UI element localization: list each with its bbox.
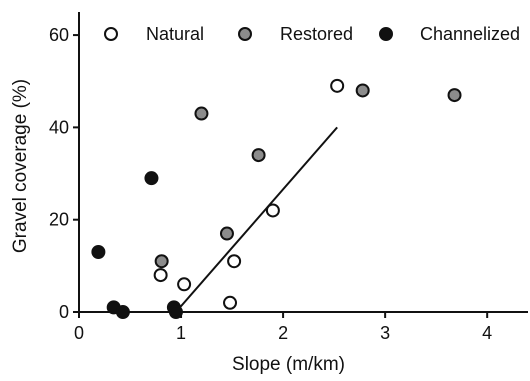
y-tick-label-60: 60 — [49, 25, 69, 45]
series-channelized — [91, 171, 183, 319]
fit-line-natural — [175, 126, 338, 313]
point-natural-1 — [177, 277, 192, 292]
legend-label-restored: Restored — [280, 24, 353, 44]
x-axis-title: Slope (m/km) — [232, 354, 345, 375]
point-natural-0 — [153, 268, 168, 283]
data-points — [91, 78, 462, 319]
x-tick-label-1: 1 — [176, 323, 186, 343]
legend-label-natural: Natural — [146, 24, 204, 44]
point-channelized-3 — [144, 171, 159, 186]
point-restored-1 — [194, 106, 209, 121]
series-natural — [153, 78, 345, 310]
x-tick-label-4: 4 — [482, 323, 492, 343]
point-natural-2 — [223, 295, 238, 310]
legend-marker-channelized — [379, 27, 393, 41]
x-tick-label-0: 0 — [74, 323, 84, 343]
point-restored-0 — [154, 254, 169, 269]
legend: Natural Restored Channelized — [104, 24, 520, 44]
point-restored-5 — [447, 88, 462, 103]
point-channelized-0 — [91, 245, 106, 259]
y-tick-label-20: 20 — [49, 210, 69, 230]
point-channelized-2 — [115, 305, 130, 319]
legend-label-channelized: Channelized — [420, 24, 520, 44]
point-natural-3 — [227, 254, 242, 269]
legend-marker-natural — [104, 27, 118, 41]
point-restored-3 — [251, 148, 266, 163]
legend-marker-restored — [238, 27, 252, 41]
point-restored-2 — [219, 226, 234, 241]
series-restored — [154, 83, 462, 269]
y-tick-label-40: 40 — [49, 117, 69, 137]
x-tick-label-2: 2 — [278, 323, 288, 343]
point-restored-4 — [355, 83, 370, 98]
point-natural-4 — [265, 203, 280, 218]
y-tick-label-0: 0 — [59, 302, 69, 322]
point-natural-5 — [330, 78, 345, 93]
point-channelized-5 — [168, 305, 183, 319]
fit-line-layer — [175, 126, 338, 313]
axis-labels: Slope (m/km) Gravel coverage (%) — [10, 79, 345, 375]
x-tick-label-3: 3 — [380, 323, 390, 343]
y-axis-title: Gravel coverage (%) — [10, 79, 31, 253]
